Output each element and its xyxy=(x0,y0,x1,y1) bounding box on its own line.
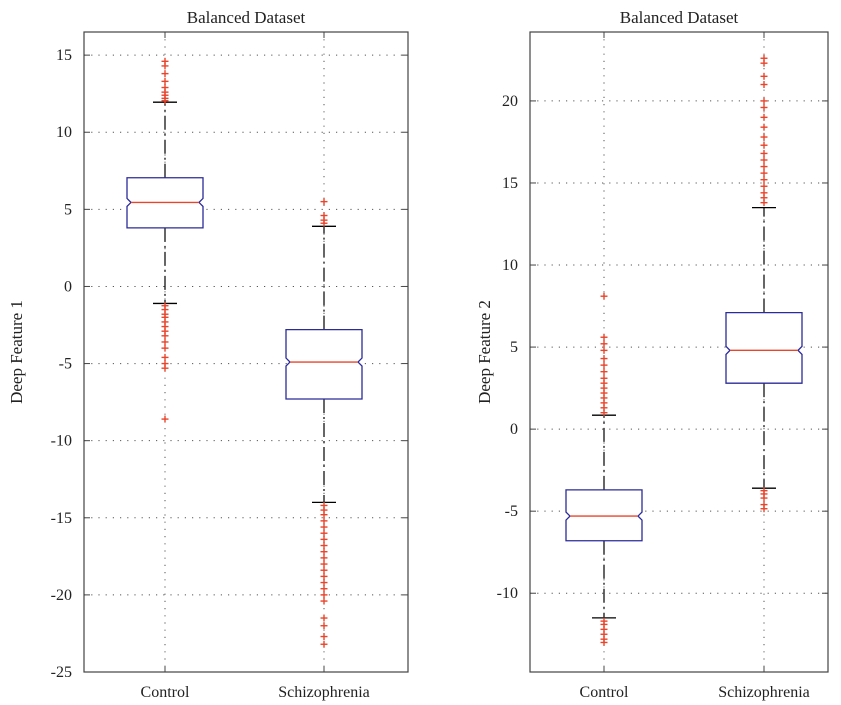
outlier-point xyxy=(320,622,328,630)
box-body xyxy=(285,328,363,400)
outlier-point xyxy=(600,361,608,369)
y-tick-label: -5 xyxy=(59,356,72,373)
y-tick-label: -10 xyxy=(497,585,518,602)
y-tick-label: 10 xyxy=(502,257,518,274)
outlier-point xyxy=(760,176,768,184)
axes-frame xyxy=(529,31,829,673)
outlier-point xyxy=(760,133,768,141)
outlier-point xyxy=(600,346,608,354)
box-control xyxy=(565,292,643,646)
x-tick-label: Schizophrenia xyxy=(718,684,810,701)
outlier-point xyxy=(161,70,169,78)
box-body xyxy=(565,489,643,542)
outlier-point xyxy=(760,141,768,149)
outlier-point xyxy=(320,511,328,519)
outlier-point xyxy=(161,344,169,352)
outlier-point xyxy=(320,548,328,556)
y-tick-label: -25 xyxy=(51,664,72,681)
y-axis-label: Deep Feature 2 xyxy=(475,300,494,404)
outlier-point xyxy=(760,113,768,121)
outlier-point xyxy=(600,374,608,382)
outlier-point xyxy=(760,189,768,197)
outlier-point xyxy=(760,505,768,513)
chart-title: Balanced Dataset xyxy=(620,8,739,27)
outlier-point xyxy=(320,585,328,593)
outlier-point xyxy=(760,97,768,105)
outlier-point xyxy=(320,640,328,648)
outlier-point xyxy=(600,355,608,363)
axes-frame xyxy=(83,31,409,673)
outlier-point xyxy=(161,84,169,92)
outlier-point xyxy=(161,338,169,346)
outlier-point xyxy=(320,529,328,537)
outlier-point xyxy=(760,494,768,502)
y-tick-label: 0 xyxy=(64,278,72,295)
outlier-point xyxy=(161,77,169,85)
x-tick-label: Schizophrenia xyxy=(278,684,370,701)
box-body xyxy=(725,311,803,384)
outlier-point xyxy=(320,523,328,531)
outlier-point xyxy=(320,554,328,562)
outlier-point xyxy=(320,566,328,574)
outlier-point xyxy=(320,597,328,605)
outlier-point xyxy=(600,638,608,646)
outlier-point xyxy=(760,72,768,80)
outlier-point xyxy=(161,332,169,340)
y-tick-label: 15 xyxy=(502,175,518,192)
outlier-point xyxy=(320,591,328,599)
outlier-point xyxy=(760,156,768,164)
outlier-point xyxy=(760,169,768,177)
outlier-point xyxy=(320,517,328,525)
outlier-point xyxy=(760,163,768,171)
outlier-point xyxy=(161,364,169,372)
y-tick-label: -20 xyxy=(51,587,72,604)
box-control xyxy=(126,57,204,423)
outlier-point xyxy=(320,579,328,587)
outlier-point xyxy=(760,103,768,111)
outlier-point xyxy=(760,81,768,89)
outlier-point xyxy=(600,292,608,300)
x-tick-label: Control xyxy=(580,684,629,701)
y-tick-label: 0 xyxy=(510,421,518,438)
y-axis-label: Deep Feature 1 xyxy=(7,300,26,404)
box-schizophrenia xyxy=(285,198,363,648)
outlier-point xyxy=(320,198,328,206)
outlier-point xyxy=(161,57,169,65)
outlier-point xyxy=(600,368,608,376)
outlier-point xyxy=(760,149,768,157)
x-tick-label: Control xyxy=(141,684,190,701)
outlier-point xyxy=(320,633,328,641)
y-tick-label: 15 xyxy=(56,47,72,64)
y-tick-label: 5 xyxy=(510,339,518,356)
y-tick-label: 20 xyxy=(502,93,518,110)
outlier-point xyxy=(760,182,768,190)
outlier-point xyxy=(760,54,768,62)
y-tick-label: 5 xyxy=(64,201,72,218)
outlier-point xyxy=(320,560,328,568)
right-boxplot-panel: 20 15 10 5 0 -5 -10 Control Schizophrenia Balance… xyxy=(475,8,829,701)
y-tick-label: -15 xyxy=(51,510,72,527)
outlier-point xyxy=(161,353,169,361)
outlier-point xyxy=(320,535,328,543)
box-schizophrenia xyxy=(725,54,803,513)
outlier-point xyxy=(760,123,768,131)
y-tick-label: -10 xyxy=(51,433,72,450)
y-tick-label: 10 xyxy=(56,124,72,141)
outlier-point xyxy=(161,415,169,423)
chart-title: Balanced Dataset xyxy=(187,8,306,27)
outlier-point xyxy=(600,333,608,341)
outlier-point xyxy=(320,212,328,220)
y-tick-label: -5 xyxy=(505,503,518,520)
outlier-point xyxy=(600,340,608,348)
left-boxplot-panel: 15 10 5 0 -5 -10 -15 -20 -25 Control Schizophrenia… xyxy=(7,8,409,701)
outlier-point xyxy=(320,542,328,550)
outlier-point xyxy=(320,614,328,622)
outlier-point xyxy=(320,572,328,580)
